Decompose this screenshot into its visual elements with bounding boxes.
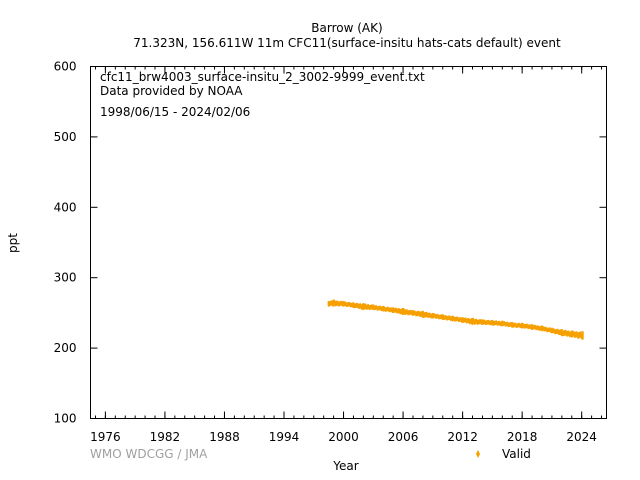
x-tick-label: 2012 bbox=[447, 430, 478, 444]
plot-frame bbox=[90, 66, 607, 419]
x-tick-label: 1988 bbox=[209, 430, 240, 444]
annotation-provider: Data provided by NOAA bbox=[100, 84, 243, 98]
x-tick-label: 2006 bbox=[388, 430, 419, 444]
legend-label: Valid bbox=[502, 447, 531, 461]
y-tick-label: 400 bbox=[54, 200, 77, 214]
legend-marker bbox=[476, 450, 480, 458]
x-tick-label: 1982 bbox=[150, 430, 181, 444]
data-series bbox=[327, 299, 584, 340]
y-tick-label: 100 bbox=[54, 412, 77, 426]
axis-ticks: 1976 1982 1988 1994 2000 2006 2012 2018 2024 100 2… bbox=[54, 60, 607, 444]
x-tick-label: 1976 bbox=[90, 430, 121, 444]
chart-subtitle: 71.323N, 156.611W 11m CFC11(surface-insi… bbox=[133, 36, 561, 50]
y-axis-label: ppt bbox=[6, 233, 20, 253]
y-tick-label: 500 bbox=[54, 130, 77, 144]
x-tick-label: 2024 bbox=[566, 430, 597, 444]
y-tick-label: 600 bbox=[54, 60, 77, 74]
x-axis-label: Year bbox=[332, 459, 358, 473]
x-tick-label: 1994 bbox=[269, 430, 300, 444]
credit-text: WMO WDCGG / JMA bbox=[90, 447, 208, 461]
chart-title: Barrow (AK) bbox=[311, 21, 382, 35]
annotation-daterange: 1998/06/15 - 2024/02/06 bbox=[100, 105, 250, 119]
x-tick-label: 2018 bbox=[507, 430, 538, 444]
y-tick-label: 200 bbox=[54, 341, 77, 355]
annotation-filename: cfc11_brw4003_surface-insitu_2_3002-9999… bbox=[100, 70, 425, 84]
y-tick-label: 300 bbox=[54, 271, 77, 285]
x-tick-label: 2000 bbox=[328, 430, 359, 444]
